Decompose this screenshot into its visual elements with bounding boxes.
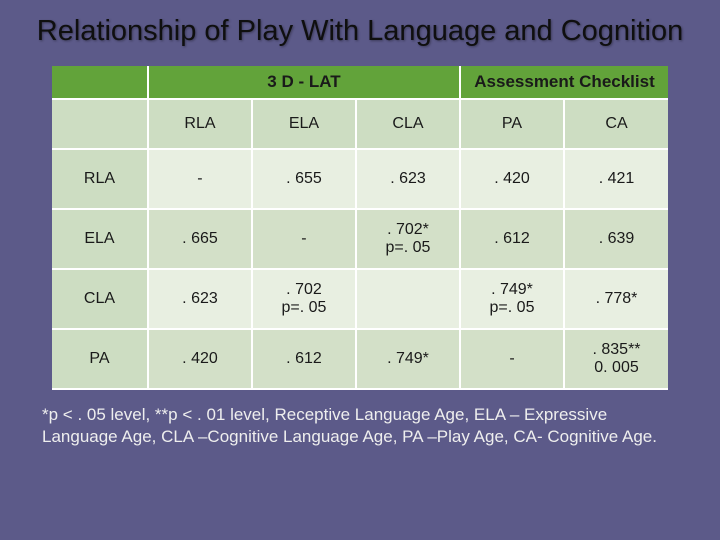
cell (356, 269, 460, 329)
table-row: PA . 420 . 612 . 749* - . 835**0. 005 (52, 329, 668, 389)
page-title: Relationship of Play With Language and C… (36, 14, 684, 48)
cell: . 835**0. 005 (564, 329, 668, 389)
footnote: *p < . 05 level, **p < . 01 level, Recep… (42, 404, 678, 448)
header-group-1: 3 D - LAT (148, 66, 460, 99)
cell: . 612 (252, 329, 356, 389)
cell: . 623 (356, 149, 460, 209)
row-label: RLA (52, 149, 148, 209)
cell: . 778* (564, 269, 668, 329)
row-label: ELA (52, 209, 148, 269)
subheader-blank (52, 99, 148, 149)
correlation-table: 3 D - LAT Assessment Checklist RLA ELA C… (52, 66, 668, 390)
header-blank (52, 66, 148, 99)
cell: - (148, 149, 252, 209)
row-label: PA (52, 329, 148, 389)
cell: . 639 (564, 209, 668, 269)
col-header: RLA (148, 99, 252, 149)
cell: . 749* (356, 329, 460, 389)
table-row: RLA - . 655 . 623 . 420 . 421 (52, 149, 668, 209)
col-header: ELA (252, 99, 356, 149)
cell: - (460, 329, 564, 389)
cell: . 421 (564, 149, 668, 209)
col-header: PA (460, 99, 564, 149)
cell: . 420 (148, 329, 252, 389)
cell: . 655 (252, 149, 356, 209)
col-header: CLA (356, 99, 460, 149)
cell: . 420 (460, 149, 564, 209)
cell: . 623 (148, 269, 252, 329)
table-row: ELA . 665 - . 702*p=. 05 . 612 . 639 (52, 209, 668, 269)
cell: . 612 (460, 209, 564, 269)
cell: . 702*p=. 05 (356, 209, 460, 269)
cell: . 665 (148, 209, 252, 269)
cell: - (252, 209, 356, 269)
cell: . 702p=. 05 (252, 269, 356, 329)
table-row: CLA . 623 . 702p=. 05 . 749*p=. 05 . 778… (52, 269, 668, 329)
header-group-2: Assessment Checklist (460, 66, 668, 99)
col-header: CA (564, 99, 668, 149)
cell: . 749*p=. 05 (460, 269, 564, 329)
row-label: CLA (52, 269, 148, 329)
slide: Relationship of Play With Language and C… (0, 0, 720, 540)
